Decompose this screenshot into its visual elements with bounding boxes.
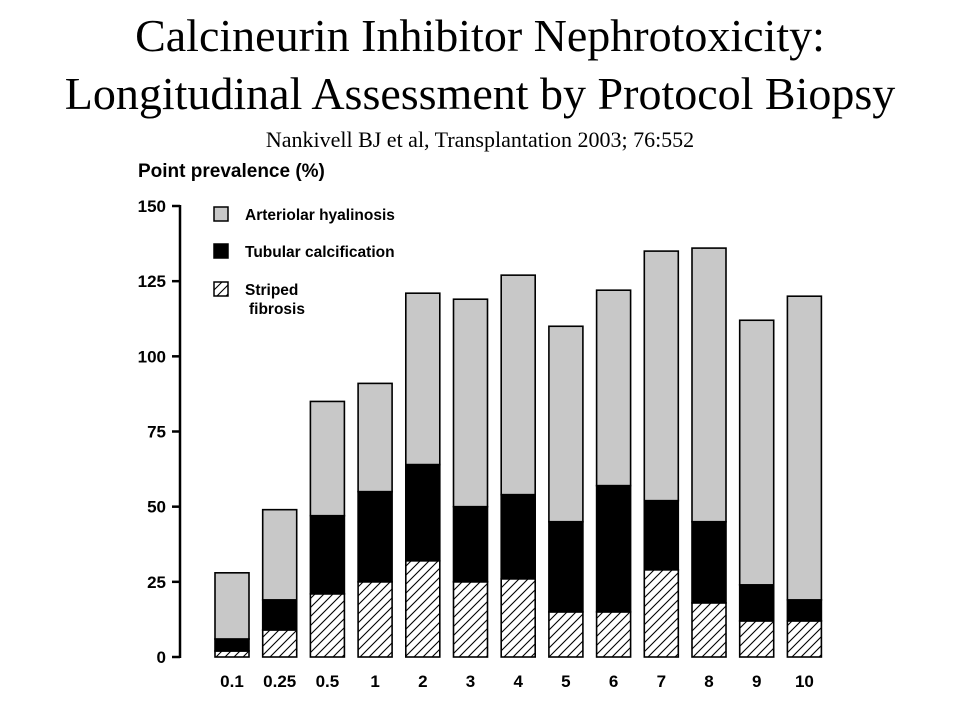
bar-striped-fibrosis-10 [786, 620, 823, 658]
legend-item-tubular-calcification: Tubular calcification [213, 243, 395, 261]
bar-arteriolar-hyalinosis-7 [643, 250, 680, 502]
x-tick-label-9: 9 [752, 672, 761, 691]
bar-striped-fibrosis-9 [738, 620, 775, 658]
bar-tubular-calcification-9 [738, 584, 775, 622]
legend-label-striped: Striped [245, 282, 298, 299]
bar-tubular-calcification-2 [404, 463, 441, 562]
chart-title-line-1: Calcineurin Inhibitor Nephrotoxicity: [135, 10, 825, 61]
bar-striped-fibrosis-8 [691, 602, 727, 658]
chart-title-line-2: Longitudinal Assessment by Protocol Biop… [64, 68, 896, 119]
legend-label-arteriolar-hyalinosis: Arteriolar hyalinosis [245, 207, 395, 224]
bar-striped-fibrosis-0.25 [261, 629, 298, 658]
y-tick-label-100: 100 [138, 347, 166, 366]
bar-striped-fibrosis-5 [548, 611, 584, 658]
bar-arteriolar-hyalinosis-4 [500, 274, 537, 496]
bar-tubular-calcification-0.1 [214, 638, 250, 652]
x-tick-label-10: 10 [795, 672, 814, 691]
legend-swatch-arteriolar-hyalinosis [213, 206, 229, 222]
bar-striped-fibrosis-0.1 [214, 650, 250, 658]
bar-arteriolar-hyalinosis-0.1 [214, 572, 250, 640]
x-tick-label-0.1: 0.1 [220, 672, 244, 691]
plot-area: 0 25 50 75 100 125 150 0.1 0.25 0.5 1 2 3 4 5 6 7 8 9 10 [138, 197, 823, 691]
bar-arteriolar-hyalinosis-0.5 [309, 400, 346, 517]
bar-arteriolar-hyalinosis-1 [357, 382, 393, 493]
x-tick-label-8: 8 [704, 672, 713, 691]
bar-tubular-calcification-0.25 [261, 599, 298, 631]
bar-tubular-calcification-7 [643, 499, 680, 571]
bar-arteriolar-hyalinosis-8 [691, 247, 727, 523]
bar-striped-fibrosis-7 [643, 569, 680, 658]
bar-arteriolar-hyalinosis-6 [595, 289, 632, 487]
legend-label-tubular-calcification: Tubular calcification [245, 244, 395, 261]
bar-striped-fibrosis-3 [452, 581, 489, 658]
x-tick-label-5: 5 [561, 672, 570, 691]
y-tick-label-75: 75 [147, 423, 166, 442]
citation: Nankivell BJ et al, Transplantation 2003… [265, 127, 695, 152]
bar-arteriolar-hyalinosis-3 [452, 298, 489, 508]
bar-arteriolar-hyalinosis-10 [786, 295, 823, 601]
x-tick-label-7: 7 [657, 672, 666, 691]
bar-tubular-calcification-4 [500, 493, 537, 580]
bar-tubular-calcification-6 [595, 484, 632, 613]
x-tick-label-4: 4 [513, 672, 523, 691]
bar-arteriolar-hyalinosis-0.25 [261, 508, 298, 601]
bar-tubular-calcification-1 [357, 490, 393, 583]
bar-arteriolar-hyalinosis-5 [548, 325, 584, 523]
bar-tubular-calcification-3 [452, 505, 489, 583]
bar-tubular-calcification-0.5 [309, 514, 346, 595]
y-axis-label: Point prevalence (%) [138, 161, 325, 182]
y-tick-label-50: 50 [147, 498, 166, 517]
y-tick-label-0: 0 [157, 648, 166, 667]
legend: Arteriolar hyalinosis Tubular calcificat… [213, 206, 395, 318]
bar-striped-fibrosis-6 [595, 611, 632, 658]
x-tick-label-2: 2 [418, 672, 427, 691]
bar-striped-fibrosis-2 [404, 559, 441, 658]
legend-label-fibrosis: fibrosis [249, 301, 305, 318]
bar-striped-fibrosis-4 [500, 578, 537, 658]
x-tick-label-3: 3 [466, 672, 475, 691]
x-tick-label-6: 6 [609, 672, 618, 691]
bar-tubular-calcification-8 [691, 520, 727, 604]
bar-tubular-calcification-10 [786, 599, 823, 622]
legend-swatch-striped-fibrosis [213, 281, 229, 297]
legend-swatch-tubular-calcification [213, 243, 229, 259]
bar-tubular-calcification-5 [548, 520, 584, 613]
y-tick-label-125: 125 [138, 272, 166, 291]
y-tick-label-150: 150 [138, 197, 166, 216]
bar-striped-fibrosis-0.5 [309, 593, 346, 658]
x-tick-label-1: 1 [370, 672, 379, 691]
y-tick-label-25: 25 [147, 573, 166, 592]
bar-striped-fibrosis-1 [357, 581, 393, 658]
legend-item-striped-fibrosis: Striped fibrosis [213, 281, 305, 318]
bar-arteriolar-hyalinosis-9 [738, 319, 775, 586]
x-tick-label-0.25: 0.25 [263, 672, 296, 691]
legend-item-arteriolar-hyalinosis: Arteriolar hyalinosis [213, 206, 395, 224]
bar-arteriolar-hyalinosis-2 [404, 292, 441, 466]
x-tick-label-0.5: 0.5 [316, 672, 340, 691]
